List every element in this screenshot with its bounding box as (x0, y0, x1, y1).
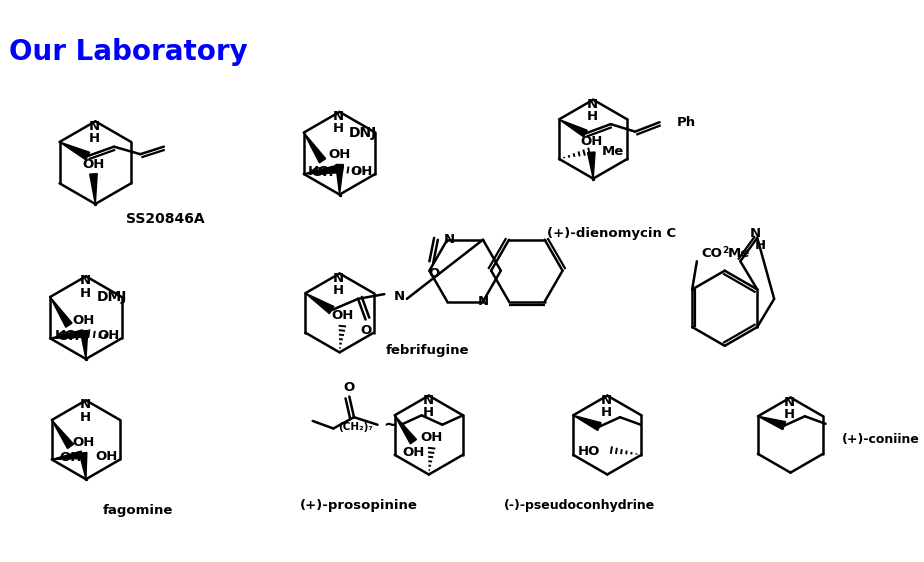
Polygon shape (59, 142, 90, 160)
Text: H: H (333, 123, 344, 135)
Text: OH: OH (420, 432, 443, 445)
Text: OH: OH (328, 148, 351, 161)
Text: OH: OH (351, 165, 373, 178)
Text: OH: OH (57, 330, 80, 343)
Text: H: H (784, 408, 795, 421)
Text: N: N (587, 98, 598, 111)
Polygon shape (588, 152, 595, 179)
Polygon shape (50, 297, 72, 327)
Text: febrifugine: febrifugine (385, 344, 469, 357)
Text: OH: OH (95, 450, 117, 463)
Text: OH: OH (72, 436, 94, 449)
Text: H: H (755, 239, 766, 252)
Text: OH: OH (97, 329, 119, 342)
Text: N: N (333, 271, 344, 285)
Text: OH: OH (59, 451, 81, 464)
Text: H: H (89, 132, 100, 144)
Polygon shape (90, 174, 97, 204)
Text: N: N (89, 120, 100, 133)
Text: OH: OH (580, 135, 602, 148)
Text: OH: OH (73, 314, 95, 327)
Text: HO: HO (308, 165, 330, 178)
Text: H: H (79, 287, 91, 300)
Text: H: H (422, 406, 433, 419)
Polygon shape (335, 165, 344, 194)
Text: HO: HO (578, 446, 600, 459)
Polygon shape (79, 452, 87, 479)
Text: N: N (478, 295, 489, 308)
Text: OH: OH (311, 166, 334, 179)
Text: (-)-pseudoconhydrine: (-)-pseudoconhydrine (504, 499, 655, 512)
Text: fagomine: fagomine (103, 504, 173, 516)
Text: ~: ~ (383, 416, 396, 434)
Text: DNJ: DNJ (349, 125, 377, 139)
Text: (CH₂)₇: (CH₂)₇ (338, 422, 372, 432)
Text: (+)-dienomycin C: (+)-dienomycin C (547, 226, 676, 239)
Text: OH: OH (331, 309, 354, 322)
Text: N: N (784, 396, 795, 409)
Text: O: O (359, 324, 371, 337)
Text: Ph: Ph (676, 116, 696, 129)
Text: N: N (749, 226, 761, 239)
Text: Me: Me (728, 247, 750, 260)
Polygon shape (80, 330, 88, 359)
Polygon shape (304, 165, 337, 174)
Text: OH: OH (82, 158, 104, 171)
Polygon shape (306, 293, 334, 314)
Polygon shape (50, 330, 83, 338)
Polygon shape (758, 416, 785, 429)
Text: OH: OH (402, 446, 425, 459)
Text: (+)-coniine: (+)-coniine (842, 433, 920, 446)
Text: N: N (394, 291, 405, 303)
Text: DMJ: DMJ (97, 290, 128, 304)
Polygon shape (573, 415, 602, 430)
Text: 2: 2 (723, 247, 728, 256)
Text: SS20846A: SS20846A (127, 212, 205, 226)
Polygon shape (395, 415, 417, 444)
Text: H: H (333, 284, 344, 297)
Polygon shape (304, 133, 325, 163)
Text: Our Laboratory: Our Laboratory (9, 38, 248, 66)
Text: O: O (429, 267, 440, 280)
Text: HO: HO (55, 329, 77, 342)
Text: N: N (422, 394, 433, 407)
Text: N: N (79, 398, 91, 411)
Polygon shape (52, 451, 82, 460)
Polygon shape (52, 420, 74, 448)
Text: N: N (333, 110, 344, 123)
Text: Me: Me (602, 145, 624, 158)
Text: O: O (344, 380, 355, 393)
Text: H: H (601, 406, 612, 419)
Polygon shape (559, 120, 587, 137)
Text: N: N (79, 274, 91, 288)
Text: H: H (587, 110, 598, 123)
Text: H: H (79, 411, 91, 424)
Text: (+)-prosopinine: (+)-prosopinine (299, 499, 418, 512)
Text: N: N (601, 394, 612, 407)
Text: N: N (444, 233, 455, 246)
Text: CO: CO (701, 247, 723, 260)
